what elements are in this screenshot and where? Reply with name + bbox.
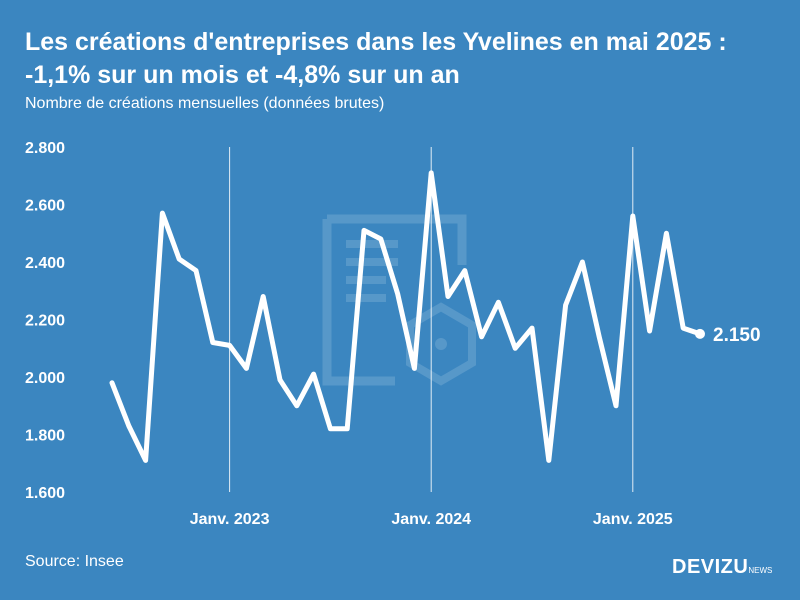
series-line <box>109 170 703 463</box>
brand-logo-sub: NEWS <box>748 566 773 575</box>
brand-logo: DEVIZUNEWS <box>672 556 772 579</box>
brand-logo-main: DEVIZU <box>672 556 749 578</box>
y-tick-label: 2.800 <box>25 140 65 157</box>
y-tick-label: 1.800 <box>25 428 65 445</box>
x-tick-label: Janv. 2024 <box>391 511 471 528</box>
last-data-point <box>695 328 705 339</box>
chart-title: Les créations d'entreprises dans les Yve… <box>25 28 727 89</box>
x-tick-label: Janv. 2025 <box>593 511 673 528</box>
y-tick-label: 2.200 <box>25 313 65 330</box>
source-note: Source: Insee <box>25 553 124 570</box>
y-tick-label: 1.600 <box>25 485 65 502</box>
chart-subtitle: Nombre de créations mensuelles (données … <box>25 95 385 112</box>
last-value-label: 2.150 <box>713 325 761 346</box>
y-tick-label: 2.600 <box>25 198 65 215</box>
watermark-logo-icon <box>322 214 476 386</box>
y-tick-label: 2.400 <box>25 255 65 272</box>
y-tick-label: 2.000 <box>25 370 65 387</box>
x-tick-label: Janv. 2023 <box>190 511 270 528</box>
